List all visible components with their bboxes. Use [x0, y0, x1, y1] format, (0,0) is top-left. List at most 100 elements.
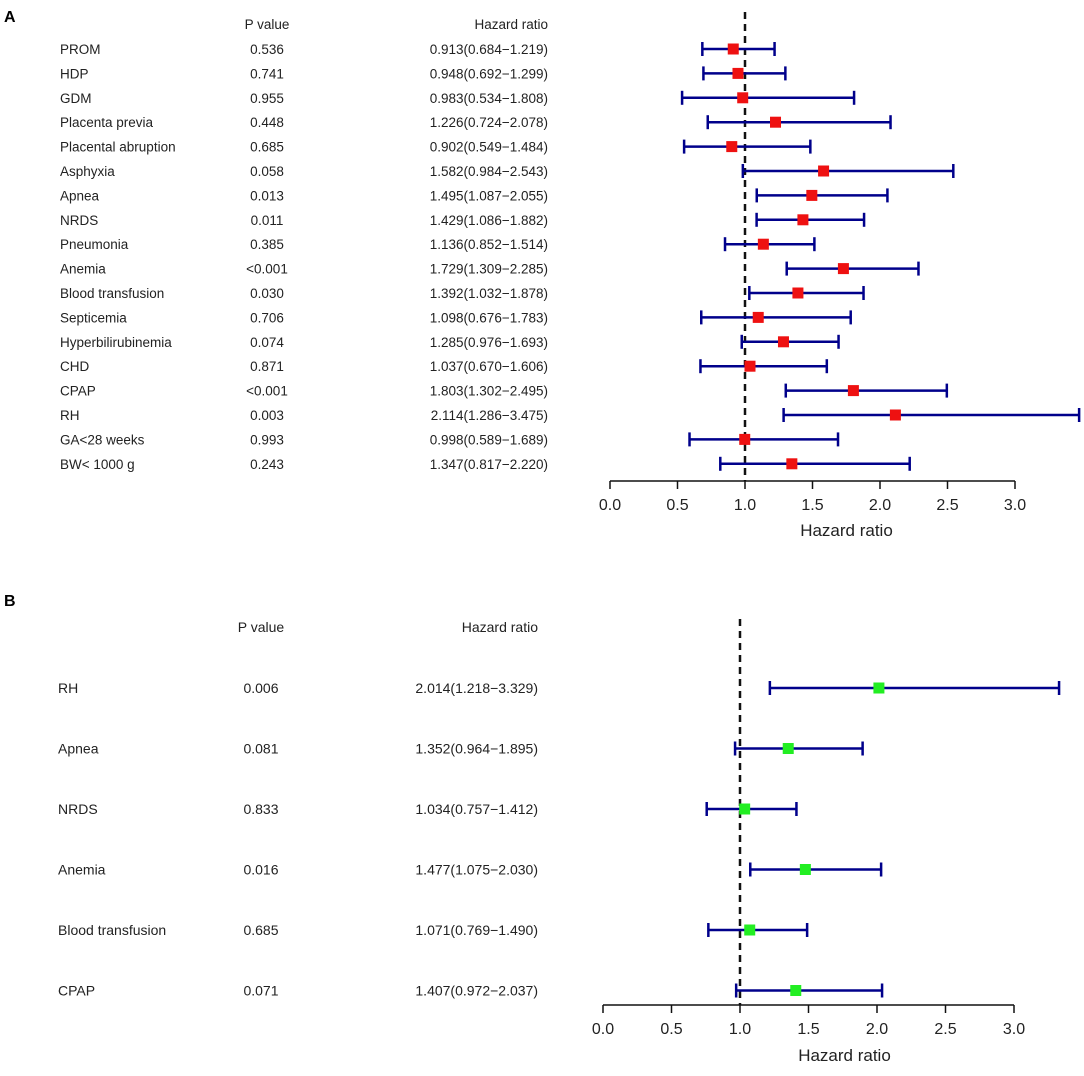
point-estimate-marker: [744, 360, 756, 372]
row-hazard-ratio-text: 1.495(1.087−2.055): [430, 188, 548, 203]
point-estimate-marker: [732, 67, 744, 79]
row-hazard-ratio-text: 1.477(1.075−2.030): [415, 862, 538, 878]
row-p-value: 0.385: [250, 237, 284, 252]
row-p-value: 0.685: [250, 140, 284, 155]
point-estimate-marker: [790, 985, 802, 996]
row-p-value: 0.448: [250, 115, 284, 130]
row-label: Asphyxia: [60, 164, 115, 179]
row-label: Pneumonia: [60, 237, 129, 252]
row-label: Blood transfusion: [58, 922, 166, 938]
point-estimate-marker: [737, 92, 749, 104]
row-label: Anemia: [58, 862, 106, 878]
row-label: NRDS: [60, 213, 98, 228]
row-label: Hyperbilirubinemia: [60, 335, 172, 350]
row-label: RH: [60, 408, 80, 423]
point-estimate-marker: [782, 743, 794, 754]
row-p-value: 0.003: [250, 408, 284, 423]
row-p-value: 0.955: [250, 91, 284, 106]
row-label: NRDS: [58, 801, 98, 817]
row-hazard-ratio-text: 1.407(0.972−2.037): [415, 983, 538, 999]
point-estimate-marker: [752, 311, 764, 323]
point-estimate-marker: [770, 116, 782, 128]
row-p-value: 0.006: [243, 680, 278, 696]
point-estimate-marker: [739, 433, 751, 445]
row-p-value: 0.081: [243, 741, 278, 757]
row-label: BW< 1000 g: [60, 457, 135, 472]
x-axis-title: Hazard ratio: [800, 521, 893, 540]
x-axis-title: Hazard ratio: [798, 1046, 891, 1065]
point-estimate-marker: [777, 336, 789, 348]
x-tick-label: 2.5: [936, 497, 958, 514]
row-p-value: 0.833: [243, 801, 278, 817]
row-hazard-ratio-text: 1.582(0.984−2.543): [430, 164, 548, 179]
point-estimate-marker: [727, 43, 739, 55]
row-p-value: 0.011: [251, 213, 284, 228]
row-label: PROM: [60, 42, 101, 57]
row-p-value: <0.001: [246, 262, 288, 277]
row-label: GDM: [60, 91, 92, 106]
point-estimate-marker: [873, 682, 885, 694]
row-hazard-ratio-text: 1.429(1.086−1.882): [430, 213, 548, 228]
row-p-value: <0.001: [246, 384, 288, 399]
row-hazard-ratio-text: 1.037(0.670−1.606): [430, 359, 548, 374]
point-estimate-marker: [744, 924, 756, 936]
row-hazard-ratio-text: 0.902(0.549−1.484): [430, 140, 548, 155]
row-p-value: 0.685: [243, 922, 278, 938]
row-hazard-ratio-text: 1.392(1.032−1.878): [430, 286, 548, 301]
x-tick-label: 2.5: [934, 1021, 956, 1038]
row-p-value: 0.013: [250, 188, 284, 203]
row-hazard-ratio-text: 1.071(0.769−1.490): [415, 922, 538, 938]
forest-plot-a: A P value Hazard ratio PROM 0.536 0.913(0.684…: [4, 9, 1081, 540]
x-tick-label: 1.5: [801, 497, 823, 514]
column-header-p-value: P value: [245, 17, 290, 32]
row-label: Placental abruption: [60, 140, 176, 155]
row-label: Apnea: [60, 188, 100, 203]
row-hazard-ratio-text: 1.729(1.309−2.285): [430, 262, 548, 277]
row-label: GA<28 weeks: [60, 432, 145, 447]
x-tick-label: 1.5: [797, 1021, 819, 1038]
point-estimate-marker: [889, 409, 901, 421]
point-estimate-marker: [818, 165, 830, 177]
row-hazard-ratio-text: 1.136(0.852−1.514): [430, 237, 548, 252]
point-estimate-marker: [797, 214, 809, 226]
row-label: RH: [58, 680, 78, 696]
x-tick-label: 0.5: [666, 497, 688, 514]
row-p-value: 0.243: [250, 457, 284, 472]
x-tick-label: 1.0: [734, 497, 756, 514]
row-hazard-ratio-text: 2.114(1.286−3.475): [431, 408, 548, 423]
point-estimate-marker: [847, 385, 859, 397]
row-p-value: 0.741: [250, 66, 284, 81]
row-label: Blood transfusion: [60, 286, 164, 301]
row-p-value: 0.706: [250, 310, 284, 325]
row-label: HDP: [60, 66, 89, 81]
x-tick-label: 1.0: [729, 1021, 751, 1038]
column-header-p-value: P value: [238, 619, 285, 635]
point-estimate-marker: [786, 458, 798, 470]
row-hazard-ratio-text: 1.352(0.964−1.895): [415, 741, 538, 757]
row-hazard-ratio-text: 0.998(0.589−1.689): [430, 432, 548, 447]
row-hazard-ratio-text: 1.098(0.676−1.783): [430, 310, 548, 325]
point-estimate-marker: [726, 141, 738, 153]
row-p-value: 0.058: [250, 164, 284, 179]
row-hazard-ratio-text: 1.347(0.817−2.220): [430, 457, 548, 472]
row-hazard-ratio-text: 0.983(0.534−1.808): [430, 91, 548, 106]
row-p-value: 0.071: [243, 983, 278, 999]
row-hazard-ratio-text: 1.803(1.302−2.495): [430, 384, 548, 399]
point-estimate-marker: [739, 803, 751, 815]
row-p-value: 0.536: [250, 42, 284, 57]
row-label: Anemia: [60, 262, 106, 277]
x-tick-label: 3.0: [1004, 497, 1026, 514]
row-hazard-ratio-text: 1.285(0.976−1.693): [430, 335, 548, 350]
column-header-hazard-ratio: Hazard ratio: [474, 17, 548, 32]
x-tick-label: 2.0: [869, 497, 891, 514]
x-tick-label: 0.5: [660, 1021, 682, 1038]
row-hazard-ratio-text: 1.226(0.724−2.078): [430, 115, 548, 130]
point-estimate-marker: [757, 238, 769, 250]
row-p-value: 0.993: [250, 432, 284, 447]
column-header-hazard-ratio: Hazard ratio: [462, 619, 538, 635]
row-label: CHD: [60, 359, 89, 374]
row-hazard-ratio-text: 0.913(0.684−1.219): [430, 42, 548, 57]
row-label: Septicemia: [60, 310, 127, 325]
row-label: CPAP: [58, 983, 95, 999]
forest-plot-b: B P value Hazard ratio RH 0.006 2.014(1.218−3…: [4, 593, 1061, 1065]
